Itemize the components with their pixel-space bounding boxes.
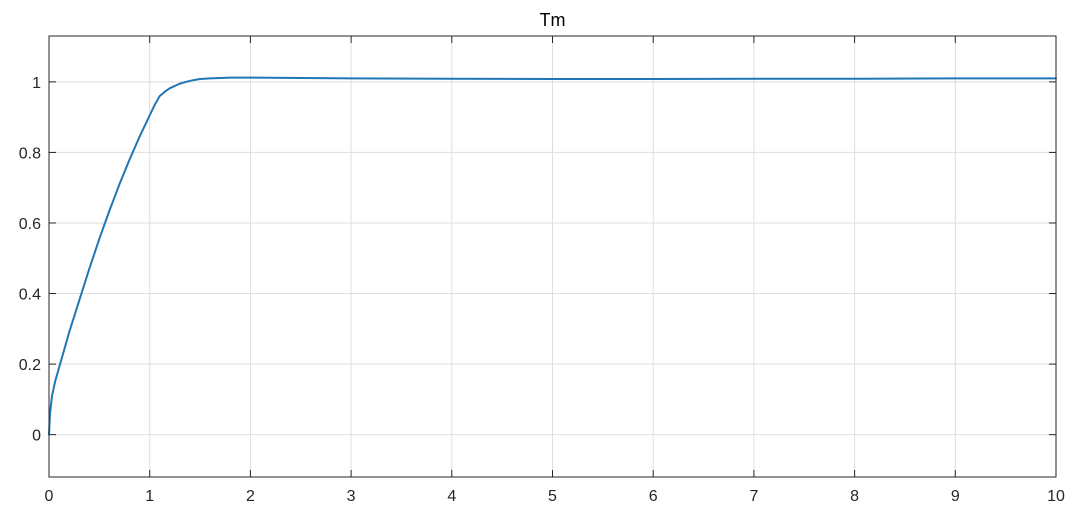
tick-marks bbox=[48, 36, 1057, 477]
y-tick-label: 0 bbox=[32, 428, 41, 445]
y-tick-label: 0.4 bbox=[19, 287, 41, 304]
x-tick-label: 2 bbox=[246, 488, 255, 505]
x-tick-label: 3 bbox=[347, 488, 356, 505]
plot-area-border bbox=[48, 35, 1057, 478]
y-tick-label: 0.2 bbox=[19, 357, 41, 374]
x-tick-label: 9 bbox=[951, 488, 960, 505]
x-tick-label: 10 bbox=[1047, 488, 1065, 505]
y-tick-label: 0.6 bbox=[19, 216, 41, 233]
x-tick-label: 4 bbox=[447, 488, 456, 505]
x-tick-labels: 0 1 2 3 4 5 6 7 8 9 10 bbox=[45, 488, 1065, 505]
y-tick-label: 1 bbox=[32, 75, 41, 92]
x-tick-label: 5 bbox=[548, 488, 557, 505]
x-tick-label: 1 bbox=[145, 488, 154, 505]
chart-title: Tm bbox=[540, 10, 566, 30]
x-tick-label: 7 bbox=[749, 488, 758, 505]
x-tick-label: 6 bbox=[649, 488, 658, 505]
y-tick-label: 0.8 bbox=[19, 145, 41, 162]
x-tick-label: 8 bbox=[850, 488, 859, 505]
y-tick-labels: 0 0.2 0.4 0.6 0.8 1 bbox=[19, 75, 41, 445]
series-layer bbox=[48, 76, 1057, 436]
grid-lines bbox=[49, 36, 1056, 477]
x-tick-label: 0 bbox=[45, 488, 54, 505]
series-line bbox=[48, 76, 1057, 436]
